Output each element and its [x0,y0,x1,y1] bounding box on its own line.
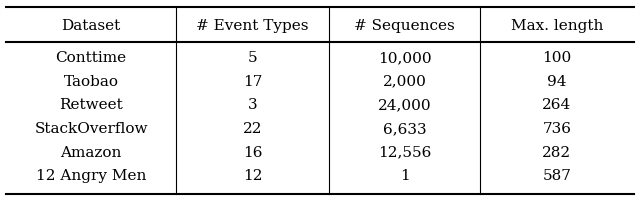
Text: Taobao: Taobao [63,74,118,88]
Text: # Event Types: # Event Types [196,19,309,32]
Text: # Sequences: # Sequences [355,19,455,32]
Text: 6,633: 6,633 [383,121,426,135]
Text: 22: 22 [243,121,262,135]
Text: 17: 17 [243,74,262,88]
Text: 5: 5 [248,51,257,65]
Text: 12 Angry Men: 12 Angry Men [36,168,147,182]
Text: 24,000: 24,000 [378,98,431,112]
Text: 264: 264 [542,98,572,112]
Text: 12: 12 [243,168,262,182]
Text: 587: 587 [542,168,572,182]
Text: Max. length: Max. length [511,19,603,32]
Text: Amazon: Amazon [60,145,122,159]
Text: Conttime: Conttime [56,51,127,65]
Text: 100: 100 [542,51,572,65]
Text: 282: 282 [542,145,572,159]
Text: Retweet: Retweet [59,98,123,112]
Text: 94: 94 [547,74,566,88]
Text: 736: 736 [542,121,572,135]
Text: 2,000: 2,000 [383,74,427,88]
Text: 10,000: 10,000 [378,51,431,65]
Text: 3: 3 [248,98,257,112]
Text: 12,556: 12,556 [378,145,431,159]
Text: 1: 1 [400,168,410,182]
Text: StackOverflow: StackOverflow [35,121,148,135]
Text: Dataset: Dataset [61,19,121,32]
Text: 16: 16 [243,145,262,159]
